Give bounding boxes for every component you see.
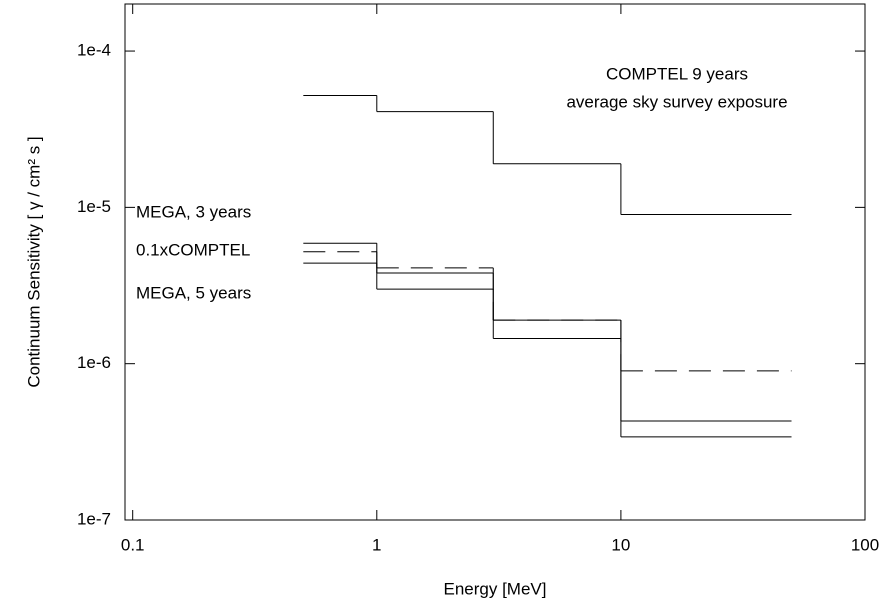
series-label: MEGA, 5 years: [136, 283, 251, 302]
x-tick-label: 100: [851, 535, 879, 554]
series-label: COMPTEL 9 years: [606, 64, 748, 83]
y-tick-label: 1e-7: [77, 509, 111, 528]
y-tick-label: 1e-4: [77, 41, 111, 60]
x-axis-label: Energy [MeV]: [444, 579, 547, 598]
series-label: 0.1xCOMPTEL: [136, 240, 250, 259]
x-tick-label: 1: [372, 535, 381, 554]
x-tick-label: 10: [611, 535, 630, 554]
y-axis-label: Continuum Sensitivity [ γ / cm² s ]: [24, 136, 43, 387]
y-tick-label: 1e-5: [77, 197, 111, 216]
x-tick-label: 0.1: [121, 535, 145, 554]
annotation: average sky survey exposure: [566, 92, 787, 111]
y-tick-label: 1e-6: [77, 353, 111, 372]
series-label: MEGA, 3 years: [136, 202, 251, 221]
plot-frame: [124, 3, 866, 521]
